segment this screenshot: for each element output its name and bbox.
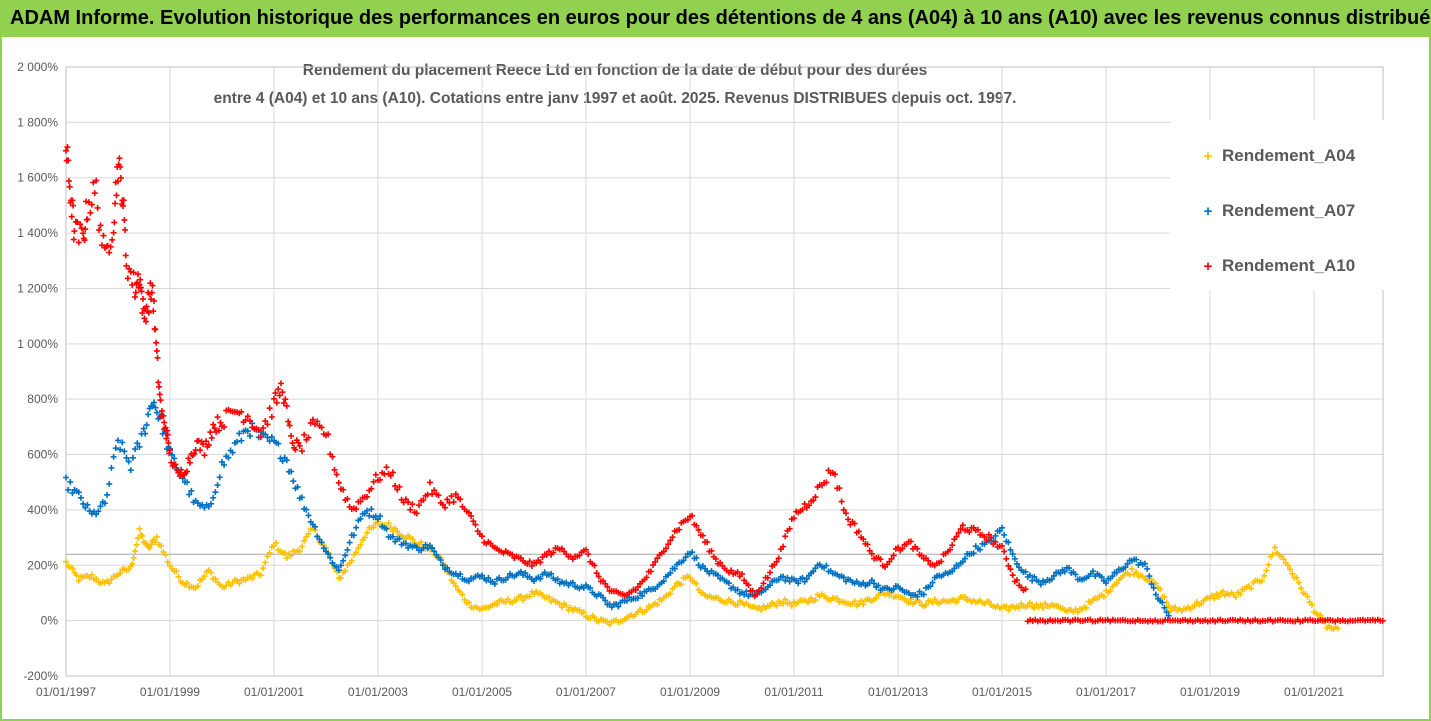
legend-marker-a07: + bbox=[1203, 203, 1213, 220]
chart-title-line-1: Rendement du placement Reece Ltd en fonc… bbox=[302, 62, 928, 79]
legend-item-a04: + Rendement_A04 bbox=[1170, 142, 1356, 170]
chart-legend: + Rendement_A04 + Rendement_A07 + Rendement… bbox=[1170, 120, 1395, 290]
report-banner-title: ADAM Informe. Evolution historique des p… bbox=[0, 0, 1431, 37]
legend-label-a04: Rendement_A04 bbox=[1222, 146, 1356, 165]
legend-item-a10: + Rendement_A10 bbox=[1170, 252, 1356, 280]
legend-label-a10: Rendement_A10 bbox=[1222, 256, 1356, 275]
chart-title-line-2: entre 4 (A04) et 10 ans (A10). Cotations… bbox=[213, 90, 1017, 107]
legend-item-a07: + Rendement_A07 bbox=[1170, 197, 1356, 225]
legend-label-a07: Rendement_A07 bbox=[1222, 201, 1356, 220]
legend-marker-a04: + bbox=[1203, 148, 1213, 165]
legend-marker-a10: + bbox=[1203, 258, 1213, 275]
